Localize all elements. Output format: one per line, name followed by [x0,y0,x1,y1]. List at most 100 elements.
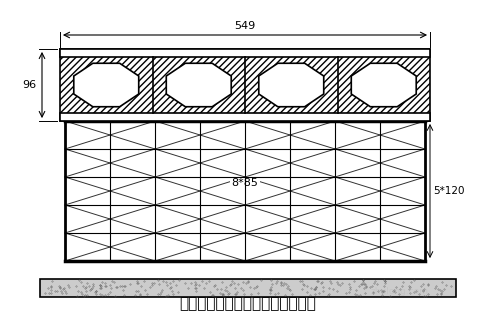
Text: 96: 96 [22,80,36,90]
Point [96,282,104,288]
Point [137,283,145,288]
Bar [60,49,430,121]
Point [346,284,354,290]
Point [192,286,200,291]
Point [107,286,115,291]
Point [219,291,227,296]
Point [438,288,446,293]
Point [326,281,334,286]
Point [370,289,377,294]
Point [146,284,154,290]
Point [312,284,320,290]
Point [234,282,242,287]
Point [195,282,203,288]
Point [216,290,224,295]
Point [325,285,333,290]
Point [283,286,291,291]
Point [175,278,183,283]
Point [306,293,313,298]
Point [121,283,128,289]
Point [148,282,156,287]
Point [101,283,109,288]
Point [233,289,241,294]
Point [45,291,53,296]
Point [61,288,69,293]
Point [297,279,305,284]
Point [98,292,106,297]
Point [77,290,85,295]
Point [221,288,229,293]
Point [311,291,319,296]
Point [433,291,441,297]
Point [298,278,306,283]
Point [319,289,327,294]
Point [164,292,172,297]
Point [374,289,382,294]
Point [359,278,367,283]
Point [436,290,444,295]
Point [436,287,444,292]
Point [169,291,177,296]
Point [336,282,344,287]
Point [98,280,106,285]
Point [268,281,276,286]
Point [131,292,139,297]
Point [419,281,427,286]
Point [418,283,426,288]
Point [378,293,386,298]
Point [389,288,397,293]
Point [431,285,438,291]
Text: 5*120: 5*120 [433,186,464,196]
Point [55,284,63,289]
Point [378,290,386,295]
Point [77,280,85,285]
Point [266,291,274,296]
Point [343,291,351,296]
Point [89,282,97,287]
Point [208,292,216,297]
Point [134,280,142,285]
Point [314,278,322,283]
Point [133,278,141,283]
Point [78,292,86,297]
Point [379,289,387,294]
Point [362,284,370,290]
Point [434,286,442,291]
Point [102,283,110,289]
Point [287,287,295,292]
Point [202,280,210,285]
Point [424,282,432,287]
Point [82,289,90,294]
Point [154,278,162,283]
Point [116,283,124,289]
Point [419,289,427,294]
Point [405,287,413,292]
Point [191,286,199,291]
Point [285,287,293,292]
Point [200,285,208,291]
Point [237,285,245,291]
Polygon shape [351,63,416,107]
Point [83,292,91,297]
Point [162,280,170,285]
Point [381,281,389,286]
Point [191,282,199,287]
Point [380,278,388,283]
Point [51,288,59,293]
Point [231,285,239,290]
Point [97,283,105,288]
Point [226,283,234,288]
Point [246,284,254,289]
Point [57,289,64,294]
Polygon shape [74,63,139,107]
Point [218,279,226,284]
Point [424,291,432,296]
Point [326,279,334,284]
Point [345,290,353,295]
Point [192,288,200,293]
Point [441,282,449,287]
Point [48,290,56,295]
Point [192,281,200,286]
Point [174,290,182,295]
Point [406,290,414,295]
